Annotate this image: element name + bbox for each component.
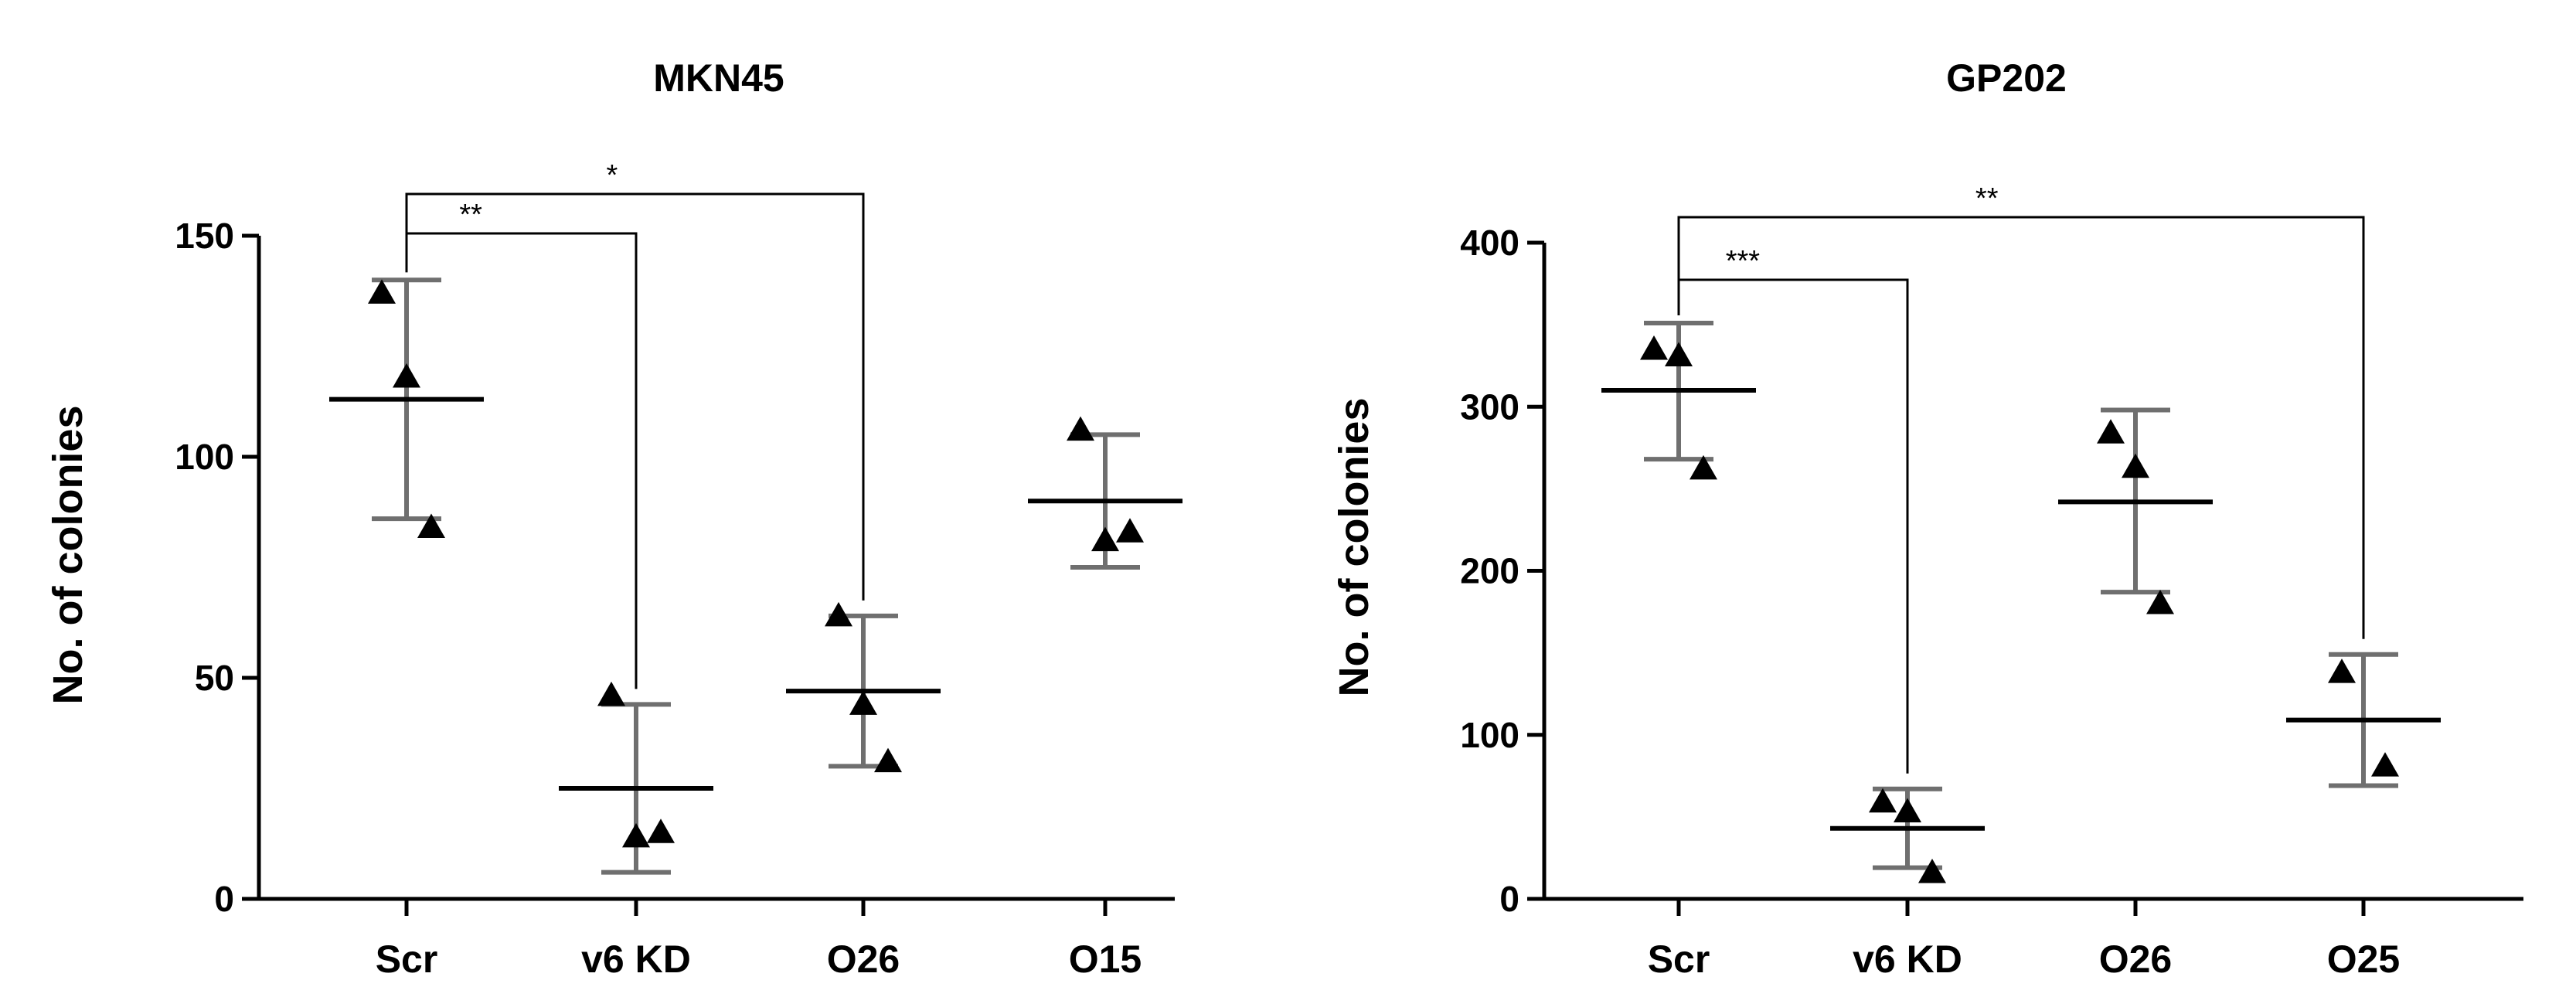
x-tick-label: v6 KD bbox=[581, 938, 691, 981]
data-point-triangle bbox=[1665, 342, 1693, 366]
data-point-triangle bbox=[825, 601, 852, 627]
significance-label: * bbox=[607, 159, 618, 192]
data-point-triangle bbox=[393, 363, 420, 388]
significance-bracket: * bbox=[405, 159, 865, 601]
y-tick-label: 200 bbox=[1460, 551, 1519, 591]
data-point-triangle bbox=[417, 513, 445, 539]
y-tick-label: 300 bbox=[1460, 386, 1519, 427]
x-tick-label: O25 bbox=[2327, 938, 2401, 981]
data-point-triangle bbox=[622, 822, 650, 848]
data-point-triangle bbox=[1116, 518, 1144, 543]
data-marks bbox=[329, 277, 1183, 875]
y-tick-label: 0 bbox=[1499, 879, 1519, 919]
significance-label: ** bbox=[1975, 182, 1999, 215]
x-tick-label: O15 bbox=[1069, 938, 1142, 981]
y-tick-label: 0 bbox=[214, 879, 234, 919]
group-v6-kd bbox=[559, 681, 713, 875]
data-point-triangle bbox=[2371, 752, 2399, 777]
x-tick-label: O26 bbox=[827, 938, 900, 981]
group-o26 bbox=[786, 601, 941, 773]
y-tick-labels: 0 100 200 300 400 bbox=[1460, 223, 1519, 919]
chart-title: GP202 bbox=[1946, 56, 2067, 100]
y-tick-label: 100 bbox=[1460, 715, 1519, 755]
data-point-triangle bbox=[368, 279, 396, 304]
group-o26 bbox=[2058, 407, 2213, 614]
bracket-line bbox=[405, 192, 865, 601]
bracket-line bbox=[1677, 216, 2365, 639]
group-scr bbox=[1601, 321, 1756, 480]
x-tick-label: O26 bbox=[2099, 938, 2173, 981]
data-point-triangle bbox=[2328, 659, 2356, 683]
data-point-triangle bbox=[1640, 335, 1668, 360]
y-tick-label: 50 bbox=[195, 658, 234, 698]
data-point-triangle bbox=[2097, 419, 2125, 444]
x-tick-label: Scr bbox=[1648, 938, 1710, 981]
axes bbox=[242, 233, 1175, 916]
y-axis-label: No. of colonies bbox=[1331, 397, 1377, 696]
data-point-triangle bbox=[1067, 416, 1094, 441]
chart-panel-gp202: GP202 No. of colonies Scr v6 KD O26 O25 0 10… bbox=[1331, 56, 2523, 981]
data-point-triangle bbox=[1091, 526, 1119, 552]
chart-panel-mkn45: MKN45 No. of colonies Scr v6 KD O26 O15 0 50… bbox=[45, 56, 1183, 981]
y-tick-labels: 0 50 100 150 bbox=[175, 216, 234, 919]
data-point-triangle bbox=[1894, 798, 1921, 823]
x-tick-label: Scr bbox=[376, 938, 438, 981]
group-o15 bbox=[1028, 416, 1183, 570]
significance-label: ** bbox=[459, 199, 482, 231]
data-point-triangle bbox=[1918, 859, 1946, 883]
significance-bracket: ** bbox=[405, 199, 638, 689]
data-point-triangle bbox=[597, 681, 625, 706]
data-point-triangle bbox=[849, 690, 877, 715]
group-scr bbox=[329, 277, 484, 539]
y-axis-label: No. of colonies bbox=[45, 405, 91, 704]
bracket-line bbox=[405, 232, 638, 689]
x-tick-labels: Scr v6 KD O26 O25 bbox=[1648, 938, 2401, 981]
x-tick-labels: Scr v6 KD O26 O15 bbox=[376, 938, 1142, 981]
data-point-triangle bbox=[874, 747, 902, 773]
data-point-triangle bbox=[647, 819, 675, 843]
significance-brackets: *** bbox=[405, 159, 865, 689]
significance-label: *** bbox=[1726, 245, 1761, 277]
chart-title: MKN45 bbox=[653, 56, 784, 100]
data-point-triangle bbox=[1869, 788, 1897, 813]
group-v6-kd bbox=[1830, 786, 1985, 883]
x-tick-label: v6 KD bbox=[1853, 938, 1962, 981]
significance-brackets: ***** bbox=[1677, 182, 2365, 774]
significance-bracket: ** bbox=[1677, 182, 2365, 639]
group-o25 bbox=[2286, 652, 2441, 788]
y-tick-label: 400 bbox=[1460, 223, 1519, 263]
y-tick-label: 150 bbox=[175, 216, 234, 256]
data-point-triangle bbox=[1690, 454, 1717, 480]
bracket-line bbox=[1677, 278, 1909, 774]
data-marks bbox=[1601, 321, 2441, 883]
data-point-triangle bbox=[2122, 453, 2149, 478]
data-point-triangle bbox=[2146, 589, 2174, 614]
axes bbox=[1527, 240, 2523, 916]
y-tick-label: 100 bbox=[175, 437, 234, 477]
